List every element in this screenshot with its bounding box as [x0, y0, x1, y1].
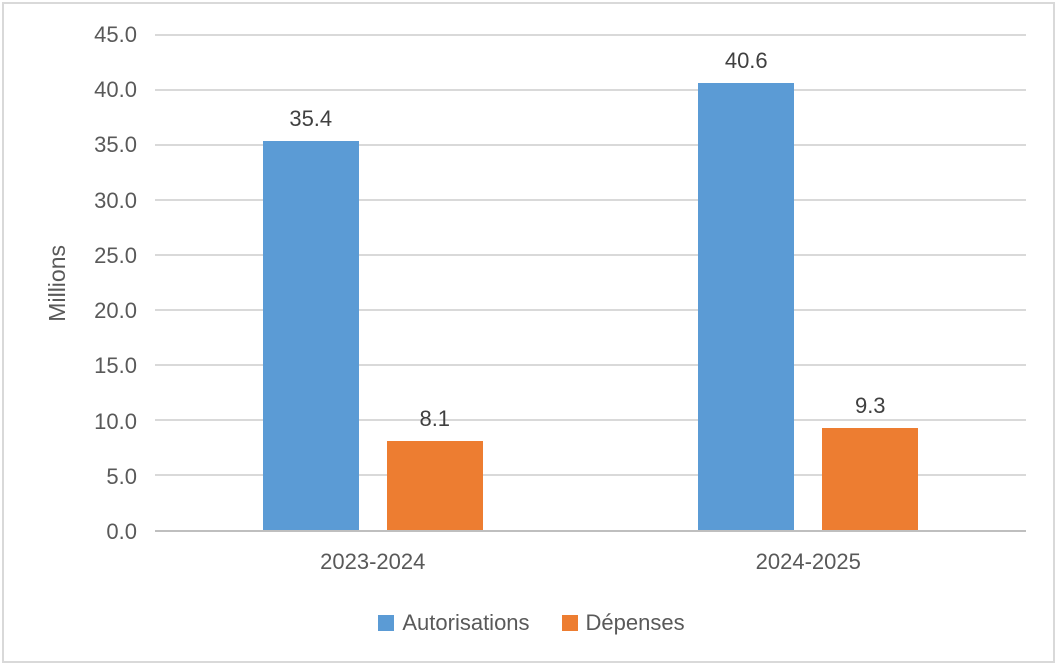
- gridline: [155, 34, 1026, 36]
- legend-label: Autorisations: [402, 610, 530, 635]
- gridline: [155, 309, 1026, 311]
- legend-item-dépenses: Dépenses: [561, 610, 685, 636]
- y-axis-tick-label: 20.0: [94, 298, 137, 324]
- data-label: 40.6: [724, 48, 768, 74]
- gridline: [155, 364, 1026, 366]
- gridline: [155, 199, 1026, 201]
- legend-item-autorisations: Autorisations: [378, 610, 530, 636]
- legend: Autorisations Dépenses: [0, 609, 1063, 637]
- y-axis-tick-label: 25.0: [94, 242, 137, 268]
- y-axis-tick-label: 45.0: [94, 22, 137, 47]
- y-axis-tick-labels: 0.0 5.0 10.0 15.0 20.0 25.0 30.0 35.0 40.0 45.0: [55, 24, 137, 543]
- y-axis-tick-label: 10.0: [94, 408, 137, 434]
- bar-dépenses-2023-2024: [386, 440, 483, 530]
- gridline: [155, 474, 1026, 476]
- x-axis-category-label: 2023-2024: [320, 549, 426, 574]
- gridline: [155, 89, 1026, 91]
- chart-frame-border: [2, 2, 1055, 663]
- legend-swatch-icon: [561, 615, 578, 631]
- data-label: 8.1: [419, 405, 451, 431]
- y-axis-tick-label: 30.0: [94, 187, 137, 213]
- legend-swatch-icon: [378, 615, 395, 631]
- legend-label: Dépenses: [585, 610, 685, 635]
- data-label: 35.4: [289, 105, 333, 131]
- bar-autorisations-2024-2025: [698, 83, 795, 530]
- y-axis-tick-label: 5.0: [106, 463, 137, 489]
- x-axis-category-label: 2024-2025: [755, 549, 861, 574]
- bar-autorisations-2023-2024: [262, 140, 359, 530]
- bar-dépenses-2024-2025: [822, 427, 919, 530]
- gridline: [155, 254, 1026, 256]
- y-axis-tick-label: 0.0: [106, 519, 137, 544]
- y-axis-tick-label: 40.0: [94, 77, 137, 103]
- gridline: [155, 419, 1026, 421]
- data-label: 9.3: [854, 392, 886, 418]
- plot-area: 35.4 8.1 40.6 9.3: [155, 34, 1026, 532]
- y-axis-tick-label: 35.0: [94, 132, 137, 158]
- y-axis-tick-label: 15.0: [94, 353, 137, 379]
- x-axis-category-labels: 2023-2024 2024-2025: [155, 548, 1026, 576]
- gridline: [155, 144, 1026, 146]
